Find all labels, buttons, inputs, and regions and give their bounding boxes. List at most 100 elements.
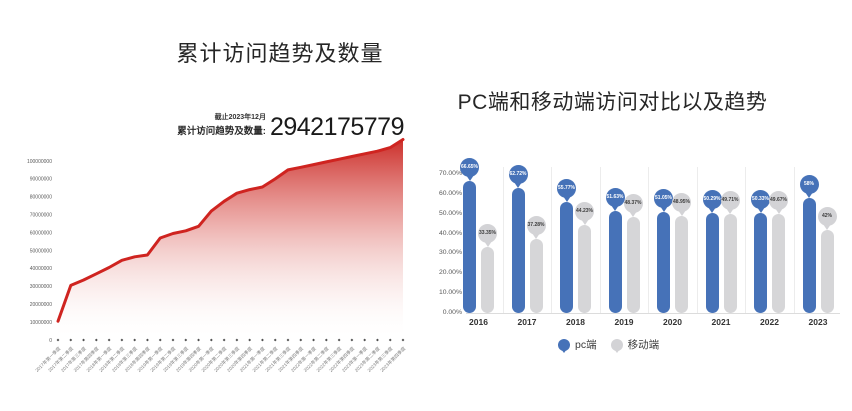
bubble-mobile-2023: 42% bbox=[817, 206, 837, 226]
x-tick bbox=[171, 338, 175, 342]
x-tick bbox=[158, 338, 162, 342]
x-label-2022: 2022 bbox=[760, 317, 779, 327]
bubble-pc-2019: 51.63% bbox=[605, 187, 625, 207]
x-label-2016: 2016 bbox=[469, 317, 488, 327]
x-axis-line bbox=[466, 313, 840, 314]
bar-mobile-2022 bbox=[772, 214, 785, 313]
x-tick bbox=[209, 338, 213, 342]
bar-pc-2016 bbox=[463, 180, 476, 313]
right-y-tick-label: 0.00% bbox=[442, 309, 462, 316]
x-tick bbox=[222, 338, 226, 342]
bubble-mobile-2018: 44.23% bbox=[575, 202, 594, 222]
x-tick bbox=[235, 338, 239, 342]
bubble-pc-2021: 50.29% bbox=[702, 190, 722, 210]
x-tick bbox=[146, 338, 149, 342]
x-tick bbox=[363, 338, 367, 342]
bar-pc-2023 bbox=[802, 197, 816, 313]
right-y-tick-label: 60.00% bbox=[438, 189, 462, 197]
bubble-pc-2016: 66.65% bbox=[460, 157, 479, 177]
bar-mobile-2018 bbox=[578, 225, 591, 313]
x-tick bbox=[299, 338, 303, 342]
x-tick bbox=[401, 338, 405, 342]
bar-mobile-2020 bbox=[675, 215, 688, 313]
legend-item-pc: pc端 bbox=[558, 337, 597, 352]
pc-mobile-section: PC端和移动端访问对比以及趋势 0.00% 10.00% 20.00% 30.00% 4… bbox=[426, 0, 852, 411]
right-y-tick-label: 30.00% bbox=[438, 249, 462, 257]
group-separator bbox=[599, 167, 601, 313]
left-y-tick-label: 80000000 bbox=[30, 195, 52, 201]
trend-line bbox=[56, 138, 405, 323]
left-y-tick-label: 60000000 bbox=[30, 230, 52, 236]
cumulative-stat-labels: 截止2023年12月 累计访问趋势及数量: bbox=[177, 112, 266, 139]
legend: pc端 移动端 bbox=[558, 337, 659, 352]
mobile-balloon-icon bbox=[610, 338, 623, 351]
x-label-2019: 2019 bbox=[614, 317, 634, 327]
right-y-tick-label: 40.00% bbox=[438, 229, 462, 237]
bubble-mobile-2022: 49.67% bbox=[769, 191, 788, 211]
right-y-tick-label: 50.00% bbox=[438, 209, 462, 217]
left-y-tick-label: 40000000 bbox=[30, 266, 52, 272]
bubble-mobile-2016: 33.35% bbox=[478, 223, 497, 243]
left-y-tick-label: 0 bbox=[49, 338, 52, 344]
bubble-pc-2017: 62.72% bbox=[508, 165, 528, 185]
group-separator bbox=[551, 167, 553, 313]
left-y-tick-label: 30000000 bbox=[30, 284, 52, 290]
stat-label: 累计访问趋势及数量: bbox=[177, 126, 266, 137]
x-label-2021: 2021 bbox=[711, 317, 731, 327]
bar-mobile-2016 bbox=[481, 246, 494, 313]
x-label-2023: 2023 bbox=[808, 317, 828, 327]
bubble-mobile-2019: 48.37% bbox=[623, 193, 643, 213]
asof-label: 截止2023年12月 bbox=[214, 114, 266, 121]
bubble-mobile-2021: 49.71% bbox=[720, 191, 740, 211]
group-separator bbox=[696, 167, 698, 313]
x-tick bbox=[120, 338, 124, 342]
x-tick bbox=[350, 338, 354, 342]
x-tick bbox=[248, 338, 252, 342]
left-y-tick-label: 10000000 bbox=[30, 320, 52, 326]
left-y-tick-label: 90000000 bbox=[30, 177, 52, 183]
bar-pc-2020 bbox=[657, 211, 670, 313]
bar-pc-2018 bbox=[560, 202, 573, 313]
x-tick bbox=[197, 338, 200, 342]
left-y-tick-label: 70000000 bbox=[30, 213, 52, 219]
right-y-tick-label: 20.00% bbox=[438, 269, 462, 277]
left-chart-title: 累计访问趋势及数量 bbox=[176, 41, 384, 66]
x-tick bbox=[273, 338, 277, 342]
right-chart-title: PC端和移动端访问对比以及趋势 bbox=[457, 91, 768, 114]
x-tick bbox=[107, 338, 111, 342]
bar-mobile-2019 bbox=[626, 216, 640, 313]
bar-mobile-2017 bbox=[529, 239, 543, 313]
bubble-pc-2023: 58% bbox=[799, 174, 819, 194]
bar-mobile-2023 bbox=[820, 229, 834, 313]
stat-value: 2942175779 bbox=[269, 113, 405, 141]
left-y-tick-label: 50000000 bbox=[30, 248, 52, 254]
cumulative-stat: 截止2023年12月 累计访问趋势及数量: 2942175779 bbox=[177, 112, 405, 141]
x-label-2017: 2017 bbox=[517, 317, 537, 327]
bubble-mobile-2020: 48.95% bbox=[672, 192, 691, 212]
bubble-mobile-2017: 37.28% bbox=[526, 216, 546, 235]
x-tick bbox=[69, 338, 73, 342]
right-y-tick-label: 70.00% bbox=[438, 170, 462, 177]
left-y-tick-label: 100000000 bbox=[27, 159, 52, 165]
bar-pc-2021 bbox=[705, 213, 719, 313]
group-separator bbox=[793, 167, 795, 313]
x-tick bbox=[56, 338, 60, 342]
x-tick bbox=[388, 338, 392, 342]
area-chart: 0 10000000 20000000 30000000 40000000 5000000… bbox=[27, 138, 407, 374]
pc-balloon-icon bbox=[558, 338, 570, 351]
bubble-pc-2018: 55.77% bbox=[557, 179, 576, 199]
x-tick bbox=[184, 338, 188, 342]
bar-pc-2022 bbox=[754, 213, 767, 313]
bar-pc-2017 bbox=[511, 188, 525, 313]
bubble-pc-2020: 51.05% bbox=[654, 188, 673, 208]
x-tick bbox=[261, 338, 264, 342]
group-separator bbox=[648, 167, 650, 313]
x-tick bbox=[286, 338, 290, 342]
left-y-tick-label: 20000000 bbox=[30, 302, 52, 308]
x-tick bbox=[82, 338, 85, 342]
legend-item-mobile: 移动端 bbox=[610, 337, 659, 352]
group-separator bbox=[502, 167, 504, 313]
x-tick bbox=[324, 338, 328, 342]
x-tick bbox=[337, 338, 341, 342]
